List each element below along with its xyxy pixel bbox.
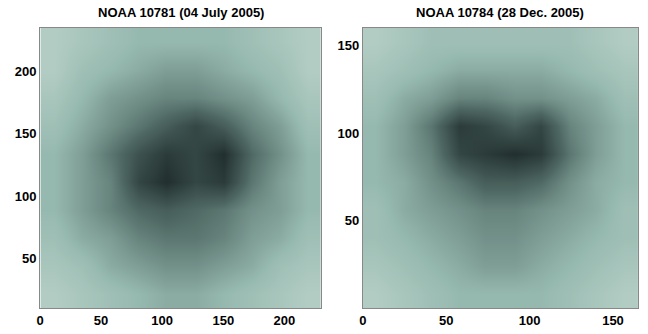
svg-text:150: 150 [602,313,624,328]
svg-text:NOAA 10784 (28 Dec. 2005): NOAA 10784 (28 Dec. 2005) [416,5,584,20]
svg-text:50: 50 [439,313,453,328]
svg-text:100: 100 [519,313,541,328]
svg-text:NOAA 10781 (04 July 2005): NOAA 10781 (04 July 2005) [98,5,264,20]
svg-text:150: 150 [212,313,234,328]
svg-text:50: 50 [94,313,108,328]
svg-text:200: 200 [15,64,37,79]
svg-text:150: 150 [15,126,37,141]
svg-text:150: 150 [338,38,360,53]
svg-text:50: 50 [345,213,359,228]
svg-text:100: 100 [338,126,360,141]
svg-text:200: 200 [274,313,296,328]
svg-text:50: 50 [22,251,36,266]
svg-text:100: 100 [15,189,37,204]
svg-text:0: 0 [36,313,43,328]
svg-text:100: 100 [151,313,173,328]
svg-text:0: 0 [359,313,366,328]
